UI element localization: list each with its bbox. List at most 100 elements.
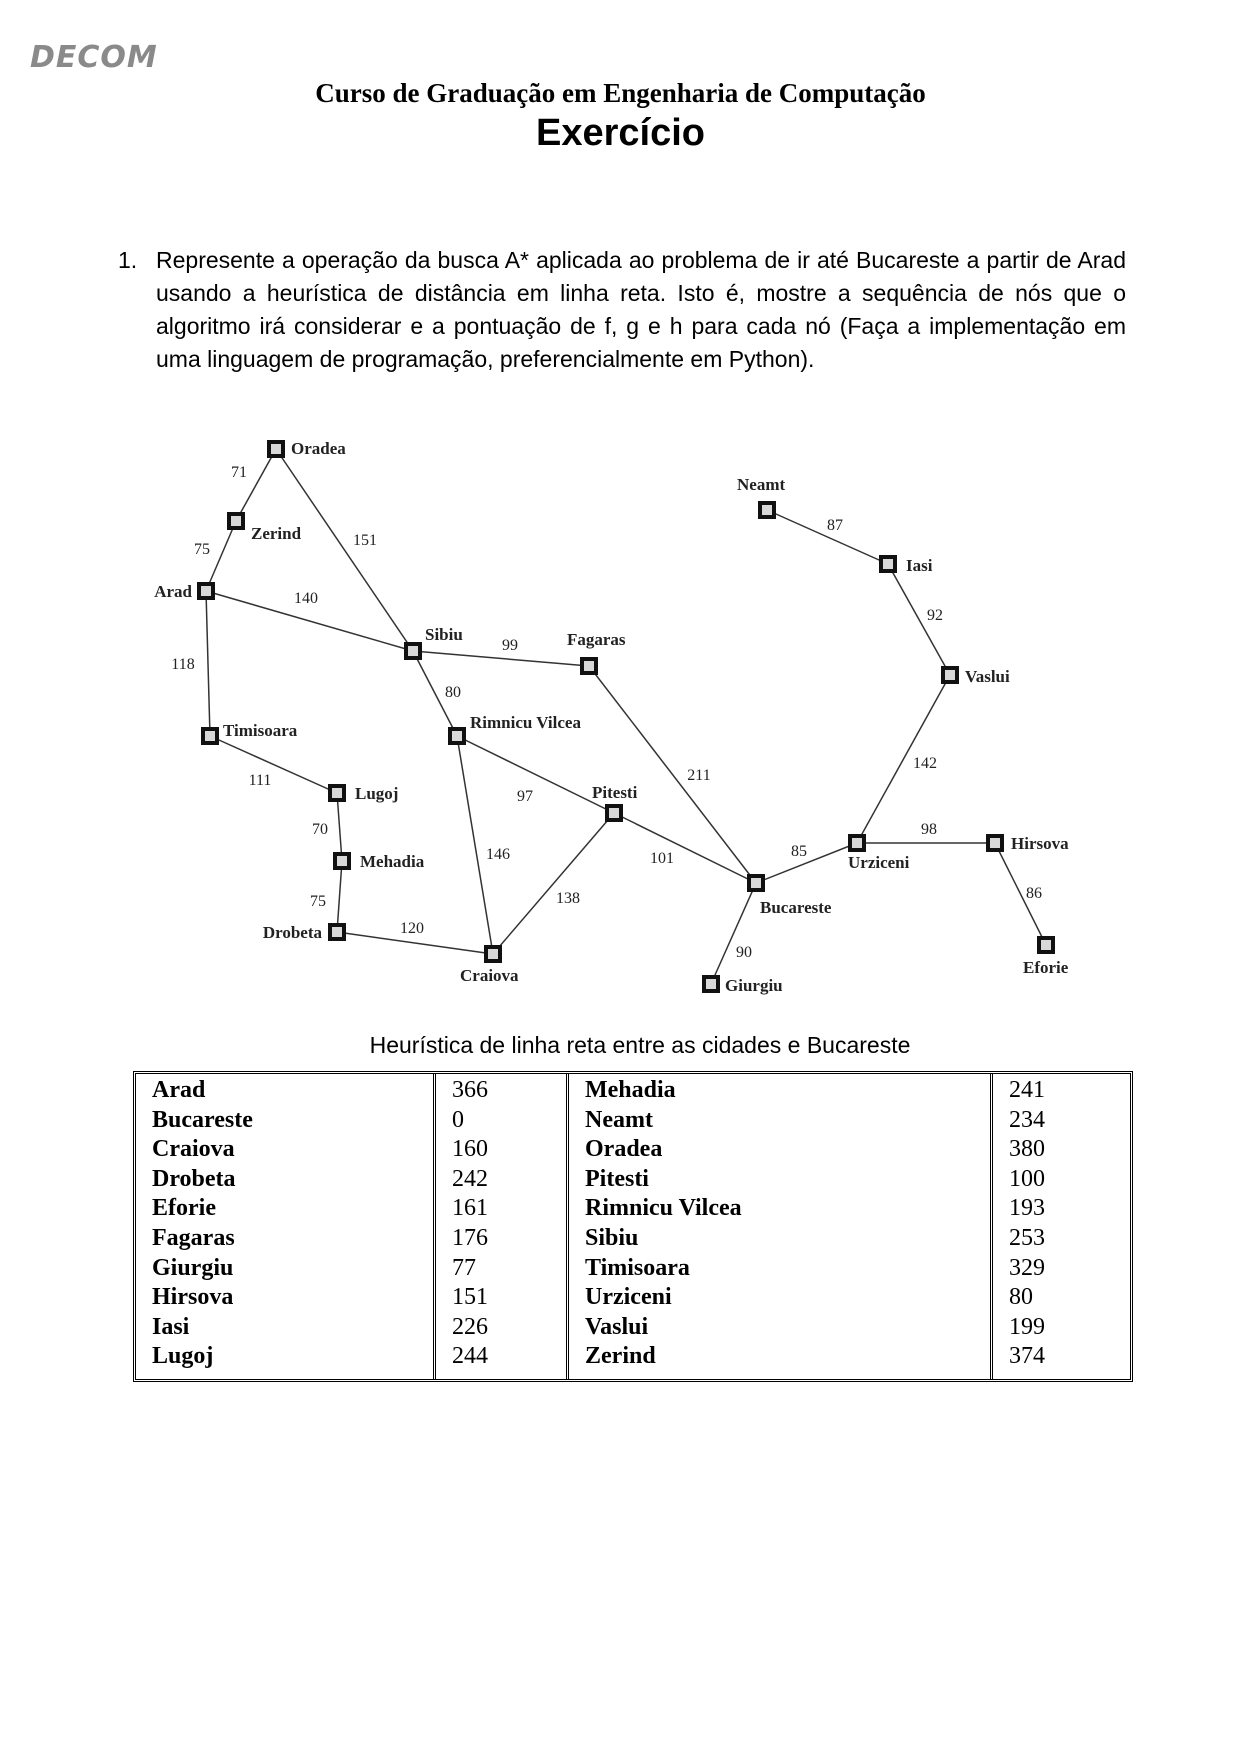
road-urziceni-vaslui	[856, 674, 951, 844]
heuristic-value: 161	[452, 1195, 488, 1222]
city-label-sibiu: Sibiu	[425, 625, 463, 644]
heuristic-value: 253	[1009, 1224, 1045, 1251]
heuristic-value: 244	[452, 1343, 488, 1370]
city-label-drobeta: Drobeta	[263, 923, 323, 942]
distance-label: 98	[921, 821, 937, 838]
heuristic-city: Timisoara	[585, 1254, 690, 1281]
heuristic-value: 366	[452, 1077, 488, 1103]
distance-label: 138	[556, 890, 580, 907]
road-zerind-arad	[205, 520, 237, 592]
city-label-hirsova: Hirsova	[1011, 834, 1069, 853]
roads-layer	[205, 448, 1047, 985]
city-label-timisoara: Timisoara	[223, 721, 298, 740]
heuristic-city: Lugoj	[152, 1343, 214, 1370]
road-arad-timisoara	[205, 590, 211, 737]
city-label-zerind: Zerind	[251, 524, 302, 543]
city-label-vaslui: Vaslui	[965, 667, 1010, 686]
city-label-urziceni: Urziceni	[848, 853, 910, 872]
heuristic-value: 160	[452, 1136, 488, 1163]
city-node-bucareste	[747, 874, 765, 892]
heuristic-value: 193	[1009, 1195, 1045, 1222]
heuristic-city: Bucareste	[152, 1106, 253, 1133]
heuristic-col-city-left: Arad Bucareste Craiova Drobeta Eforie Fa…	[136, 1074, 436, 1379]
road-pitesti-bucareste	[613, 812, 757, 884]
city-node-drobeta	[328, 923, 346, 941]
city-nodes-layer	[197, 440, 1055, 993]
heuristic-value: 199	[1009, 1313, 1045, 1340]
road-iasi-neamt	[766, 509, 889, 565]
road-oradea-zerind	[235, 448, 277, 522]
distance-label: 75	[310, 893, 326, 910]
heuristic-city: Hirsova	[152, 1284, 234, 1311]
heuristic-city: Neamt	[585, 1106, 653, 1133]
city-label-arad: Arad	[154, 582, 192, 601]
city-label-pitesti: Pitesti	[592, 783, 638, 802]
road-arad-sibiu	[205, 590, 414, 652]
question-number: 1.	[118, 247, 138, 273]
city-node-vaslui	[941, 666, 959, 684]
city-label-fagaras: Fagaras	[567, 630, 626, 649]
city-label-craiova: Craiova	[460, 966, 519, 985]
heuristic-value: 234	[1009, 1106, 1045, 1133]
city-label-lugoj: Lugoj	[355, 784, 398, 803]
heuristic-city: Drobeta	[152, 1165, 236, 1192]
course-title: Curso de Graduação em Engenharia de Comp…	[315, 78, 926, 108]
heuristic-value: 329	[1009, 1254, 1045, 1281]
heuristic-city: Giurgiu	[152, 1254, 234, 1281]
road-drobeta-craiova	[336, 931, 494, 955]
city-label-oradea: Oradea	[291, 439, 346, 458]
road-vaslui-iasi	[887, 563, 951, 676]
heuristic-value: 226	[452, 1313, 488, 1340]
heuristic-col-value-right: 241 234 380 100 193 253 329 80 199 374	[993, 1074, 1130, 1379]
heuristic-city: Urziceni	[585, 1284, 672, 1311]
city-node-oradea	[267, 440, 285, 458]
heuristic-col-city-right: Mehadia Neamt Oradea Pitesti Rimnicu Vil…	[569, 1074, 993, 1379]
heuristic-col-value-left: 366 0 160 242 161 176 77 151 226 244	[436, 1074, 569, 1379]
heuristic-value: 0	[452, 1106, 464, 1133]
city-node-rimnicu-vilcea	[448, 727, 466, 745]
heuristic-city: Oradea	[585, 1136, 663, 1163]
heuristic-city: Fagaras	[152, 1224, 235, 1251]
heuristic-city: Craiova	[152, 1136, 235, 1163]
city-node-hirsova	[986, 834, 1004, 852]
city-label-rimnicu-vilcea: Rimnicu Vilcea	[470, 713, 581, 732]
city-node-mehadia	[333, 852, 351, 870]
distance-label: 211	[687, 767, 710, 784]
heuristic-city: Zerind	[585, 1343, 656, 1370]
distance-label: 85	[791, 843, 807, 860]
heuristic-value: 380	[1009, 1136, 1045, 1163]
city-node-eforie	[1037, 936, 1055, 954]
heuristic-table: Arad Bucareste Craiova Drobeta Eforie Fa…	[133, 1071, 1133, 1382]
city-label-iasi: Iasi	[906, 556, 933, 575]
distance-label: 90	[736, 944, 752, 961]
road-sibiu-rimnicu-vilcea	[412, 650, 458, 737]
heuristic-value: 77	[452, 1254, 476, 1281]
distance-label: 151	[353, 532, 377, 549]
city-label-neamt: Neamt	[737, 475, 785, 494]
city-node-sibiu	[404, 642, 422, 660]
page-title: Exercício	[536, 112, 705, 154]
city-labels-layer: Oradea Zerind Arad Sibiu Fagaras Timisoara Rim…	[154, 439, 1069, 995]
city-node-timisoara	[201, 727, 219, 745]
distance-label: 70	[312, 821, 328, 838]
heuristic-city: Rimnicu Vilcea	[585, 1195, 742, 1222]
distance-labels-layer: 71 75 151 140 118 99 80 111 70 75 120 97 146 138 101 21…	[171, 464, 1042, 961]
city-node-craiova	[484, 945, 502, 963]
distance-label: 75	[194, 541, 210, 558]
distance-label: 80	[445, 684, 461, 701]
distance-label: 111	[249, 772, 272, 789]
road-lugoj-mehadia	[336, 792, 343, 862]
question-text: Represente a operação da busca A* aplica…	[156, 247, 1126, 372]
distance-label: 71	[231, 464, 247, 481]
city-label-giurgiu: Giurgiu	[725, 976, 783, 995]
heuristic-city: Eforie	[152, 1195, 216, 1222]
romania-map: 71 75 151 140 118 99 80 111 70 75 120 97 146 138 101 21…	[154, 439, 1069, 995]
distance-label: 97	[517, 788, 533, 805]
road-rimnicu-vilcea-pitesti	[456, 735, 615, 814]
decom-logo: DECOM	[30, 40, 158, 75]
distance-label: 118	[171, 656, 194, 673]
city-node-urziceni	[848, 834, 866, 852]
heuristic-value: 100	[1009, 1165, 1045, 1192]
heuristic-caption: Heurística de linha reta entre as cidade…	[369, 1032, 911, 1058]
distance-label: 87	[827, 517, 843, 534]
